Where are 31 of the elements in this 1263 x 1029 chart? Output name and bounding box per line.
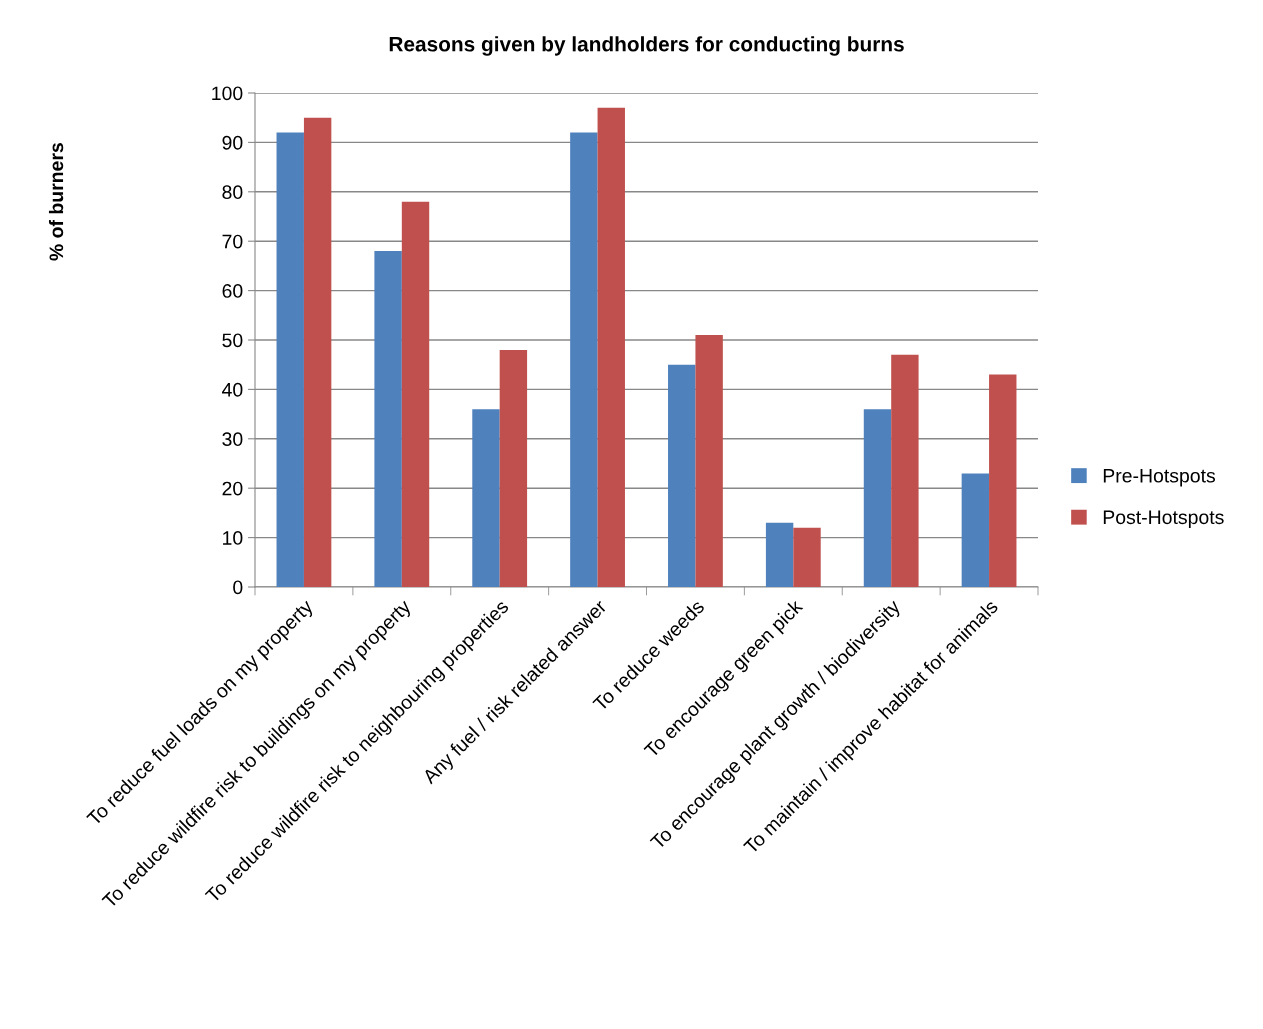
bar: [793, 527, 821, 587]
y-tick-label: 30: [222, 432, 243, 447]
bar: [303, 117, 332, 587]
y-tick-label: 90: [222, 135, 243, 150]
bar: [499, 349, 528, 587]
bar: [597, 107, 625, 587]
bar: [401, 201, 430, 587]
y-axis-title: % of burners: [48, 143, 64, 261]
bar: [961, 473, 990, 587]
y-tick-label: 0: [233, 580, 243, 595]
bar: [668, 364, 696, 587]
bar: [695, 335, 723, 587]
bar: [765, 522, 794, 587]
bar: [472, 409, 500, 587]
bar: [989, 374, 1017, 587]
y-tick-label: 100: [212, 86, 243, 101]
bar: [891, 354, 919, 587]
bar: [570, 132, 598, 587]
y-tick-label: 20: [222, 481, 243, 496]
y-tick-label: 80: [222, 185, 243, 200]
y-tick-label: 60: [222, 284, 243, 298]
bar: [276, 132, 304, 587]
legend-label: Pre-Hotspots: [1103, 469, 1216, 487]
bar: [374, 251, 402, 587]
legend-label: Post-Hotspots: [1103, 510, 1224, 528]
bar: [863, 409, 892, 587]
y-tick-label: 50: [222, 333, 243, 348]
y-tick-label: 10: [223, 531, 243, 545]
y-tick-label: 40: [222, 382, 243, 397]
y-tick-label: 70: [222, 234, 243, 249]
chart-title: Reasons given by landholders for conducting burns: [389, 36, 904, 56]
